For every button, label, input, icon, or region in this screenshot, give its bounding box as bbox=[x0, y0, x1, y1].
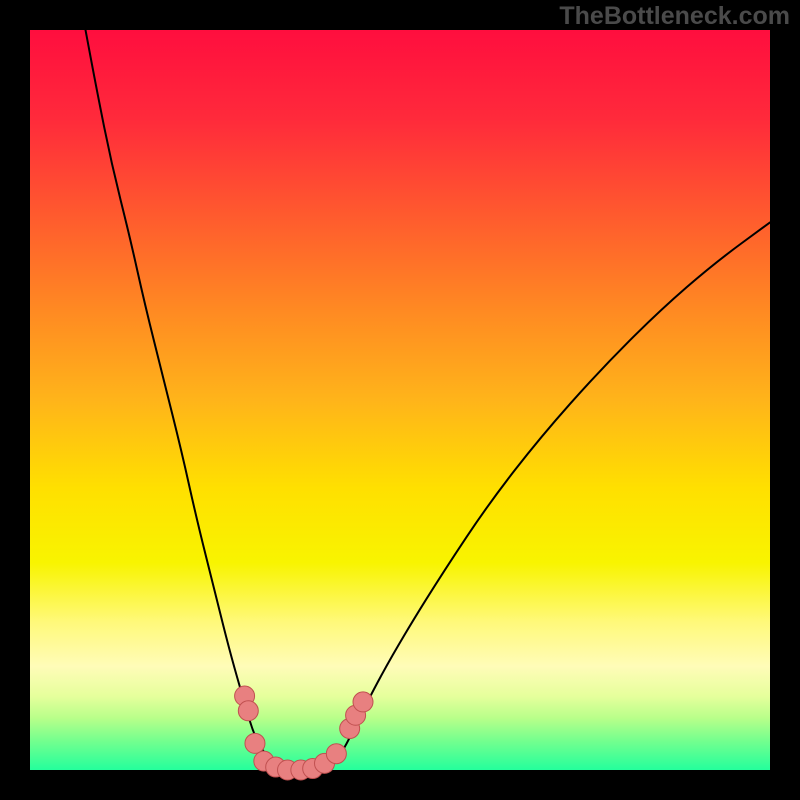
datapoint-marker bbox=[245, 733, 265, 753]
bottleneck-curve bbox=[86, 30, 771, 769]
chart-stage: TheBottleneck.com bbox=[0, 0, 800, 800]
datapoint-markers bbox=[235, 686, 373, 780]
bottleneck-curve-layer bbox=[0, 0, 800, 800]
datapoint-marker bbox=[353, 692, 373, 712]
datapoint-marker bbox=[326, 744, 346, 764]
datapoint-marker bbox=[238, 701, 258, 721]
watermark-text: TheBottleneck.com bbox=[559, 2, 790, 31]
